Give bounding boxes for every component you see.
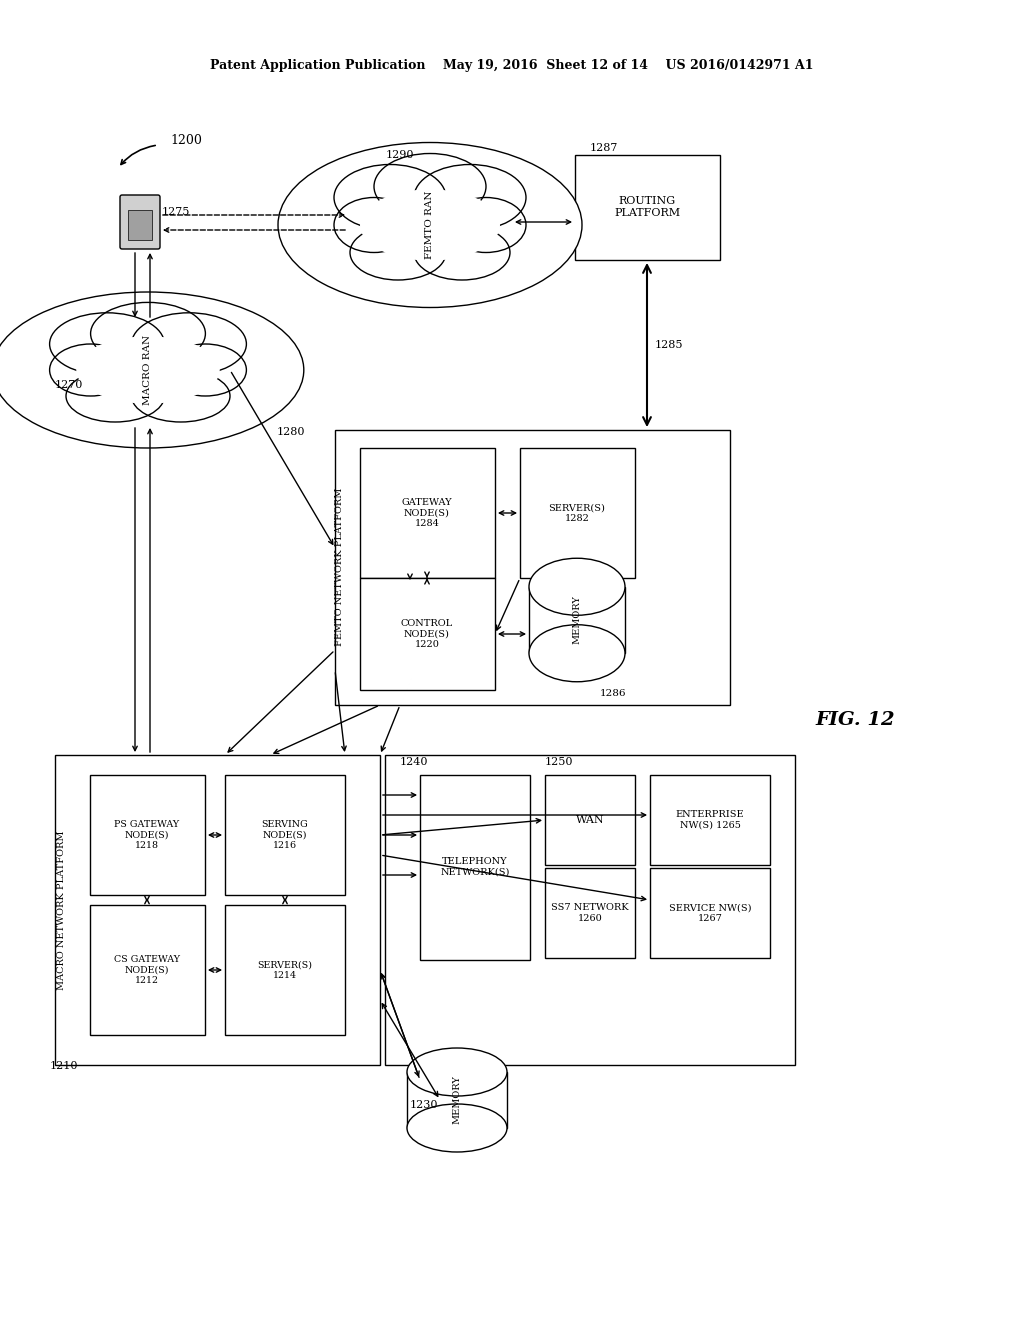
- Text: MACRO RAN: MACRO RAN: [143, 335, 153, 405]
- Text: 1290: 1290: [386, 150, 415, 160]
- Ellipse shape: [334, 198, 414, 252]
- Ellipse shape: [414, 165, 526, 231]
- Text: CS GATEWAY
NODE(S)
1212: CS GATEWAY NODE(S) 1212: [114, 956, 180, 985]
- FancyBboxPatch shape: [120, 195, 160, 249]
- Bar: [385, 755, 795, 1065]
- Bar: [407, 1072, 507, 1129]
- Text: GATEWAY
NODE(S)
1284: GATEWAY NODE(S) 1284: [401, 498, 453, 528]
- Text: SERVING
NODE(S)
1216: SERVING NODE(S) 1216: [261, 820, 308, 850]
- Text: CONTROL
NODE(S)
1220: CONTROL NODE(S) 1220: [400, 619, 454, 649]
- Ellipse shape: [407, 1048, 507, 1096]
- Bar: [545, 869, 635, 958]
- Text: ROUTING
PLATFORM: ROUTING PLATFORM: [614, 197, 680, 218]
- Ellipse shape: [407, 1104, 507, 1152]
- Ellipse shape: [66, 370, 165, 422]
- Ellipse shape: [334, 165, 446, 231]
- Text: FEMTO NETWORK PLATFORM: FEMTO NETWORK PLATFORM: [336, 488, 344, 647]
- Ellipse shape: [278, 143, 582, 308]
- Bar: [650, 775, 770, 865]
- Bar: [225, 775, 345, 895]
- Bar: [90, 775, 205, 895]
- Ellipse shape: [350, 224, 446, 280]
- Ellipse shape: [0, 292, 304, 447]
- Text: MEMORY: MEMORY: [572, 595, 582, 644]
- Text: 1270: 1270: [55, 380, 83, 389]
- Text: 1286: 1286: [600, 689, 627, 698]
- Text: MACRO NETWORK PLATFORM: MACRO NETWORK PLATFORM: [57, 830, 67, 990]
- Text: 1250: 1250: [545, 756, 573, 767]
- Text: 1280: 1280: [276, 426, 305, 437]
- Text: MEMORY: MEMORY: [453, 1076, 462, 1125]
- Bar: [55, 755, 380, 1065]
- Text: WAN: WAN: [575, 814, 604, 825]
- Ellipse shape: [49, 345, 132, 396]
- Bar: [335, 430, 730, 705]
- Ellipse shape: [529, 558, 625, 615]
- Bar: [650, 869, 770, 958]
- Text: SS7 NETWORK
1260: SS7 NETWORK 1260: [551, 903, 629, 923]
- Text: SERVICE NW(S)
1267: SERVICE NW(S) 1267: [669, 903, 752, 923]
- Ellipse shape: [132, 370, 230, 422]
- Bar: [128, 210, 152, 240]
- Bar: [529, 587, 625, 653]
- Text: TELEPHONY
NETWORK(S): TELEPHONY NETWORK(S): [440, 857, 510, 876]
- Text: SERVER(S)
1282: SERVER(S) 1282: [549, 503, 605, 523]
- Text: ENTERPRISE
NW(S) 1265: ENTERPRISE NW(S) 1265: [676, 810, 744, 830]
- Ellipse shape: [374, 153, 486, 219]
- Ellipse shape: [132, 313, 247, 375]
- Bar: [360, 447, 495, 578]
- Text: 1285: 1285: [655, 341, 683, 350]
- Text: SERVER(S)
1214: SERVER(S) 1214: [257, 961, 312, 979]
- Ellipse shape: [529, 624, 625, 681]
- Bar: [520, 447, 635, 578]
- Bar: [545, 775, 635, 865]
- Bar: [575, 154, 720, 260]
- Ellipse shape: [49, 313, 165, 375]
- Text: PS GATEWAY
NODE(S)
1218: PS GATEWAY NODE(S) 1218: [115, 820, 179, 850]
- Text: 1230: 1230: [410, 1100, 438, 1110]
- Text: Patent Application Publication    May 19, 2016  Sheet 12 of 14    US 2016/014297: Patent Application Publication May 19, 2…: [210, 58, 814, 71]
- Ellipse shape: [90, 302, 206, 364]
- Text: FEMTO RAN: FEMTO RAN: [426, 191, 434, 259]
- Text: 1287: 1287: [590, 143, 618, 153]
- Bar: [90, 906, 205, 1035]
- Ellipse shape: [360, 189, 500, 261]
- Text: FIG. 12: FIG. 12: [815, 711, 895, 729]
- Bar: [420, 775, 530, 960]
- Bar: [225, 906, 345, 1035]
- Ellipse shape: [414, 224, 510, 280]
- Ellipse shape: [76, 337, 220, 404]
- Text: 1240: 1240: [400, 756, 428, 767]
- Ellipse shape: [446, 198, 526, 252]
- Text: 1275: 1275: [162, 207, 190, 216]
- Ellipse shape: [165, 345, 247, 396]
- Bar: [360, 578, 495, 690]
- Text: 1200: 1200: [170, 133, 202, 147]
- Text: 1210: 1210: [50, 1061, 79, 1071]
